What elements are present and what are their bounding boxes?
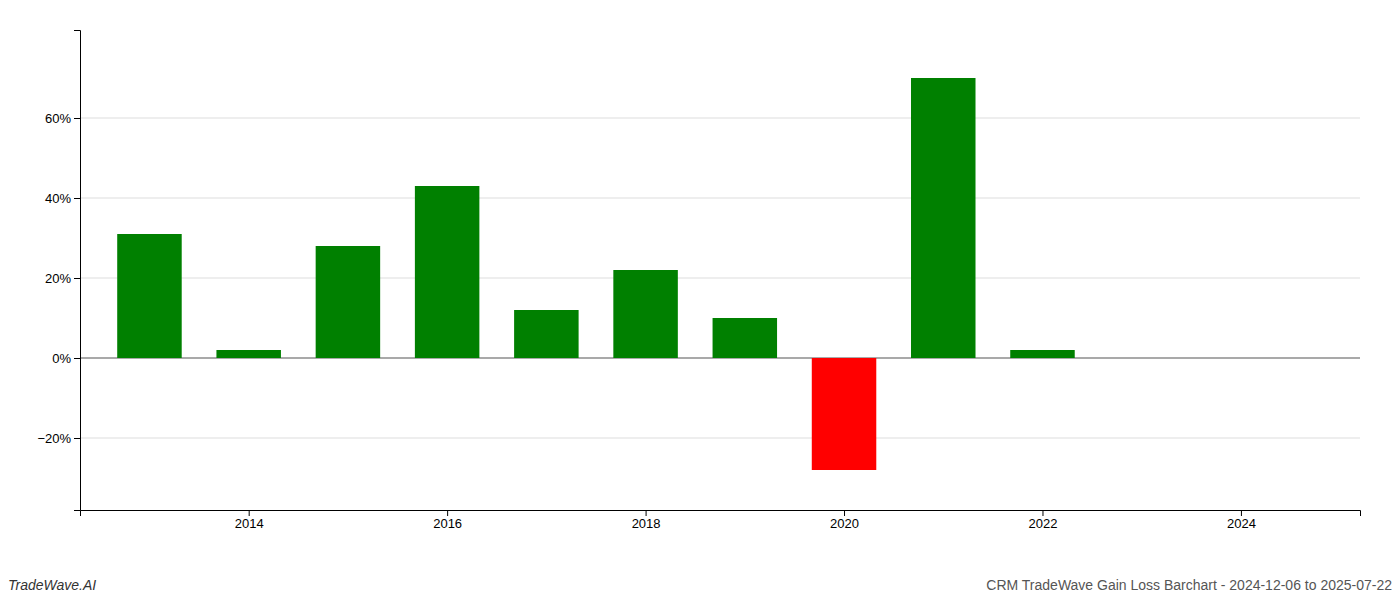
y-tick-label: 60% (45, 111, 71, 126)
x-tick-label: 2016 (433, 516, 462, 531)
x-tick-mark (646, 510, 647, 516)
y-tick: 60% (45, 111, 80, 126)
grid (80, 118, 1360, 438)
bars (117, 78, 1075, 470)
x-axis-line (81, 511, 1361, 517)
bar (1010, 350, 1074, 358)
x-tick-label: 2020 (830, 516, 859, 531)
x-tick-mark (447, 510, 448, 516)
bar (613, 270, 677, 358)
bar (117, 234, 181, 358)
x-tick-mark (1042, 510, 1043, 516)
x-tick: 2024 (1227, 510, 1256, 531)
x-tick: 2018 (632, 510, 661, 531)
watermark: TradeWave.AI (8, 577, 96, 593)
y-tick-label: 40% (45, 191, 71, 206)
title: CRM TradeWave Gain Loss Barchart - 2024-… (986, 577, 1392, 593)
x-axis: 2014 2016 2018 2020 2022 2024 (81, 510, 1361, 531)
y-tick-mark (74, 358, 80, 359)
grid-line (80, 438, 1360, 439)
y-tick-label: −20% (37, 431, 71, 446)
x-tick-mark (844, 510, 845, 516)
x-tick-mark (249, 510, 250, 516)
y-tick: 0% (52, 351, 80, 366)
y-tick-mark (74, 198, 80, 199)
y-tick-mark (74, 438, 80, 439)
y-tick: −20% (37, 431, 80, 446)
x-tick-mark (1241, 510, 1242, 516)
grid-line (80, 278, 1360, 279)
bar (713, 318, 777, 358)
y-tick-label: 0% (52, 351, 71, 366)
y-axis: −20% 0% 20% 40% 60% (37, 31, 80, 511)
x-tick-label: 2022 (1029, 516, 1058, 531)
x-tick: 2016 (433, 510, 462, 531)
bar (911, 78, 975, 358)
grid-line (80, 118, 1360, 119)
y-tick: 20% (45, 271, 80, 286)
y-tick-mark (74, 278, 80, 279)
y-tick-mark (74, 118, 80, 119)
x-tick: 2014 (235, 510, 264, 531)
x-tick-label: 2018 (632, 516, 661, 531)
bar (812, 358, 876, 470)
x-tick-label: 2024 (1227, 516, 1256, 531)
bar (316, 246, 380, 358)
y-axis-line (74, 31, 81, 511)
x-tick-label: 2014 (235, 516, 264, 531)
grid-line (80, 198, 1360, 199)
bar (216, 350, 280, 358)
y-tick: 40% (45, 191, 80, 206)
chart: 2014 2016 2018 2020 2022 2024 −20% 0% 20% 40% 60% T… (0, 0, 1400, 600)
x-tick: 2022 (1029, 510, 1058, 531)
bar (514, 310, 578, 358)
bar (415, 186, 479, 358)
x-tick: 2020 (830, 510, 859, 531)
y-tick-label: 20% (45, 271, 71, 286)
